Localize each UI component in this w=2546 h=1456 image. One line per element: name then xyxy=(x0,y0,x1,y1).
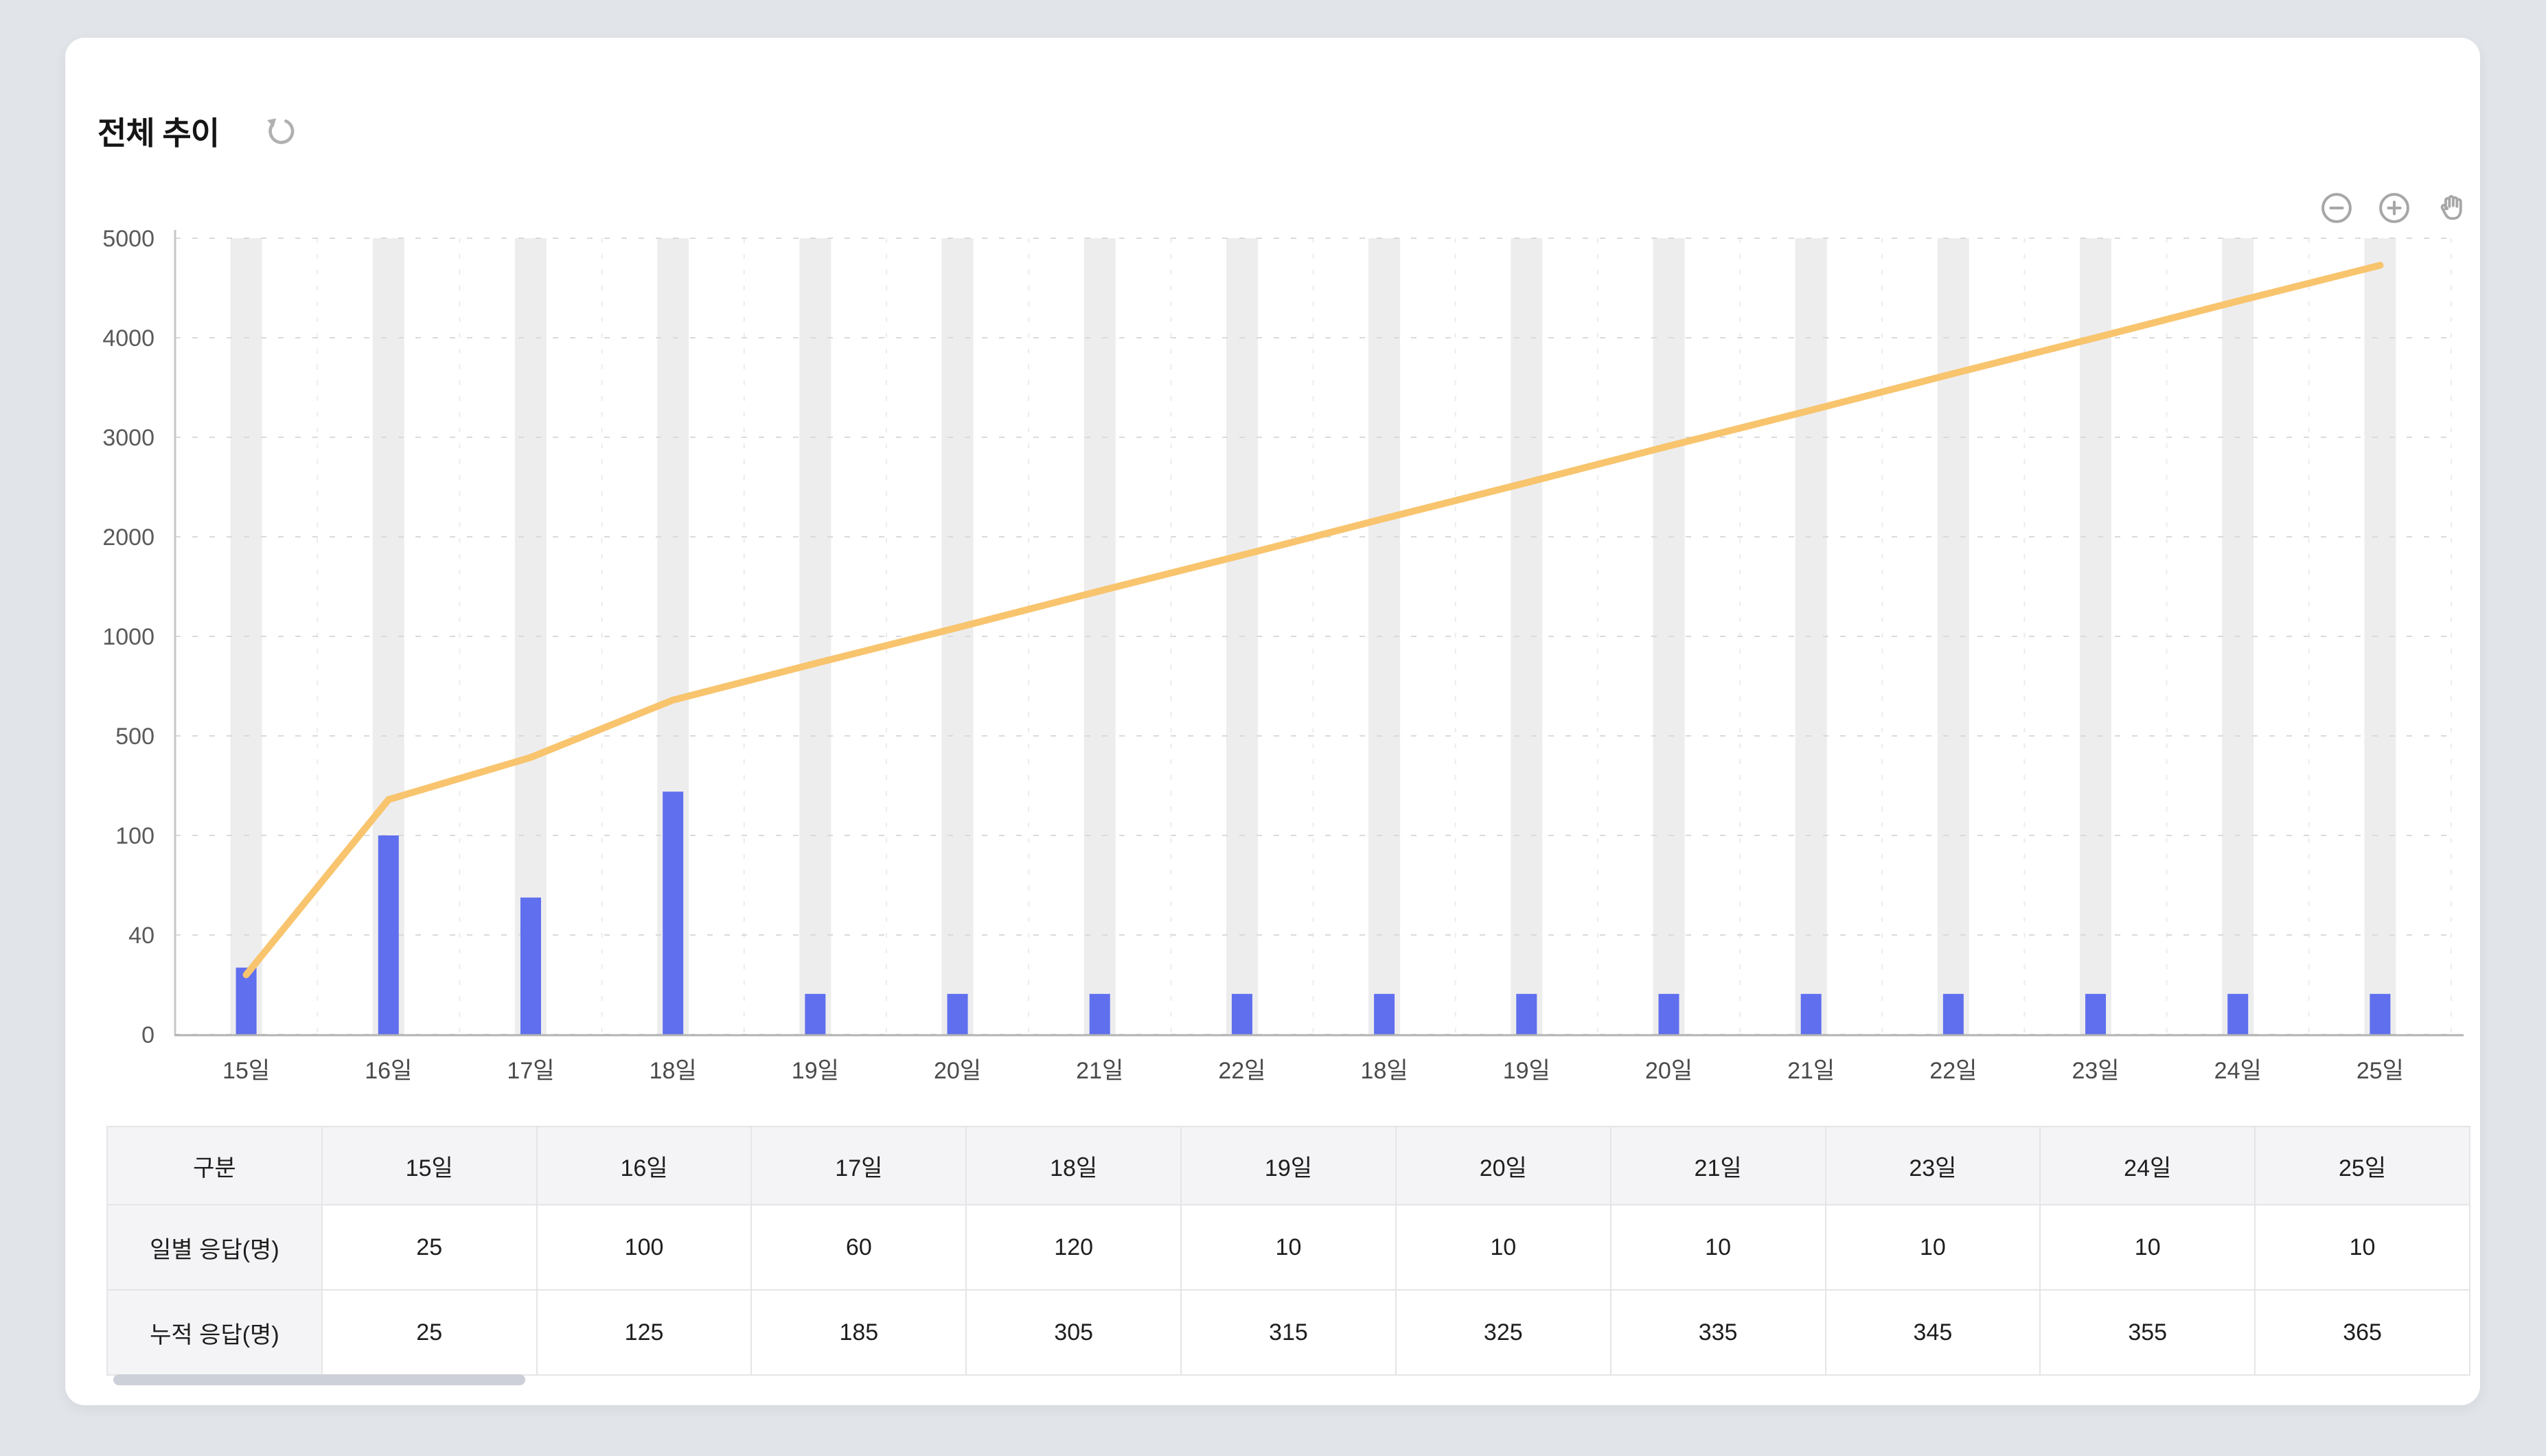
daily-response-bar[interactable] xyxy=(1089,993,1110,1035)
x-axis-tick-label: 25일 xyxy=(2356,1058,2404,1084)
x-axis-tick-label: 21일 xyxy=(1076,1058,1123,1084)
chart-toolbar xyxy=(2319,191,2469,225)
y-axis-tick-label: 1000 xyxy=(102,624,154,650)
daily-response-bar[interactable] xyxy=(1800,993,1822,1035)
x-axis-tick-label: 15일 xyxy=(222,1058,270,1084)
table-value-cell: 10 xyxy=(1824,1204,2041,1291)
x-axis-tick-label: 17일 xyxy=(507,1058,554,1084)
table-value-cell: 355 xyxy=(2039,1289,2256,1376)
table-value-cell: 335 xyxy=(1609,1289,1826,1376)
x-axis-tick-label: 21일 xyxy=(1787,1058,1835,1084)
x-axis-tick-label: 24일 xyxy=(2214,1058,2262,1084)
trend-chart: 0 40 100 500 1000 2000 3000 4000 5000 15일 16일 17일 18… xyxy=(102,226,2464,1084)
x-axis-tick-label: 22일 xyxy=(1929,1058,1977,1084)
table-value-cell: 25 xyxy=(321,1289,538,1376)
daily-response-bar[interactable] xyxy=(805,993,826,1035)
y-axis-tick-label: 0 xyxy=(141,1022,154,1048)
table-value-cell: 325 xyxy=(1395,1289,1612,1376)
table-header-cell: 19일 xyxy=(1180,1126,1397,1205)
daily-response-bar[interactable] xyxy=(2085,993,2107,1035)
x-axis-tick-label: 18일 xyxy=(1361,1058,1408,1084)
table-row-label: 일별 응답(명) xyxy=(106,1204,323,1291)
daily-response-bar[interactable] xyxy=(1658,993,1679,1035)
table-header-cell: 21일 xyxy=(1609,1126,1826,1205)
table-header-cell: 18일 xyxy=(965,1126,1182,1205)
summary-table: 구분 15일 16일 17일 18일 19일 20일 21일 23일 24일 25일 일별 응답(명)… xyxy=(106,1126,2470,1376)
y-axis-tick-label: 500 xyxy=(115,724,154,750)
table-value-cell: 60 xyxy=(750,1204,967,1291)
table-value-cell: 10 xyxy=(1395,1204,1612,1291)
horizontal-scrollbar-thumb[interactable] xyxy=(113,1374,525,1385)
x-axis-tick-label: 19일 xyxy=(1503,1058,1550,1084)
x-axis-tick-label: 22일 xyxy=(1218,1058,1265,1084)
zoom-in-circle-icon xyxy=(2377,193,2411,227)
y-axis-tick-label: 40 xyxy=(128,923,154,949)
table-header-cell: 25일 xyxy=(2254,1126,2470,1205)
table-value-cell: 25 xyxy=(321,1204,538,1291)
table-header-cell: 16일 xyxy=(536,1126,753,1205)
table-value-cell: 10 xyxy=(1180,1204,1397,1291)
table-header-row: 구분 15일 16일 17일 18일 19일 20일 21일 23일 24일 25일 xyxy=(106,1126,2470,1205)
daily-response-bar[interactable] xyxy=(947,993,968,1035)
table-value-cell: 10 xyxy=(1609,1204,1826,1291)
table-value-cell: 10 xyxy=(2039,1204,2256,1291)
zoom-out-circle-icon xyxy=(2319,193,2354,227)
table-value-cell: 125 xyxy=(536,1289,753,1376)
daily-response-bar[interactable] xyxy=(2227,993,2249,1035)
table-value-cell: 10 xyxy=(2254,1204,2470,1291)
x-axis-tick-label: 19일 xyxy=(792,1058,839,1084)
table-value-cell: 365 xyxy=(2254,1289,2470,1376)
daily-response-bar[interactable] xyxy=(2370,993,2391,1035)
y-axis-tick-label: 100 xyxy=(115,823,154,849)
daily-response-bar[interactable] xyxy=(663,791,684,1035)
refresh-button[interactable] xyxy=(262,113,298,148)
table-row: 일별 응답(명) 25 100 60 120 10 10 10 10 10 10 xyxy=(106,1204,2470,1291)
zoom-in-button[interactable] xyxy=(2377,191,2411,225)
table-header-cell: 17일 xyxy=(750,1126,967,1205)
table-value-cell: 100 xyxy=(536,1204,753,1291)
table-value-cell: 120 xyxy=(965,1204,1182,1291)
table-row-label: 누적 응답(명) xyxy=(106,1289,323,1376)
table-value-cell: 185 xyxy=(750,1289,967,1376)
page-title: 전체 추이 xyxy=(98,115,220,151)
y-axis-tick-label: 2000 xyxy=(102,524,154,551)
x-axis-tick-label: 23일 xyxy=(2072,1058,2119,1084)
chart-area: 0 40 100 500 1000 2000 3000 4000 5000 15일 16일 17일 18… xyxy=(96,178,2465,1105)
hand-pan-icon xyxy=(2435,195,2469,227)
daily-response-bar[interactable] xyxy=(1942,993,1964,1035)
table-value-cell: 315 xyxy=(1180,1289,1397,1376)
table-header-cell: 20일 xyxy=(1395,1126,1612,1205)
y-axis-tick-label: 5000 xyxy=(102,226,154,252)
table-value-cell: 305 xyxy=(965,1289,1182,1376)
daily-response-bar[interactable] xyxy=(1231,993,1252,1035)
table-header-cell: 15일 xyxy=(321,1126,538,1205)
zoom-out-button[interactable] xyxy=(2319,191,2354,225)
x-axis-tick-label: 16일 xyxy=(365,1058,412,1084)
pan-button[interactable] xyxy=(2435,191,2469,225)
daily-response-bar[interactable] xyxy=(236,967,257,1035)
daily-response-bar[interactable] xyxy=(1516,993,1537,1035)
table-header-cell: 24일 xyxy=(2039,1126,2256,1205)
x-axis-tick-label: 18일 xyxy=(650,1058,697,1084)
table-header-gubun: 구분 xyxy=(106,1126,323,1205)
x-axis-tick-label: 20일 xyxy=(1645,1058,1693,1084)
table-row: 누적 응답(명) 25 125 185 305 315 325 335 345 355 365 xyxy=(106,1289,2470,1376)
refresh-icon xyxy=(262,118,298,150)
x-axis-tick-label: 20일 xyxy=(934,1058,981,1084)
cumulative-response-line xyxy=(242,262,2384,978)
table-value-cell: 345 xyxy=(1824,1289,2041,1376)
y-axis-tick-label: 3000 xyxy=(102,425,154,451)
y-axis-tick-label: 4000 xyxy=(102,325,154,351)
daily-response-bar[interactable] xyxy=(378,835,399,1035)
daily-response-bar[interactable] xyxy=(1374,993,1395,1035)
daily-response-bar[interactable] xyxy=(520,897,541,1035)
table-header-cell: 23일 xyxy=(1824,1126,2041,1205)
